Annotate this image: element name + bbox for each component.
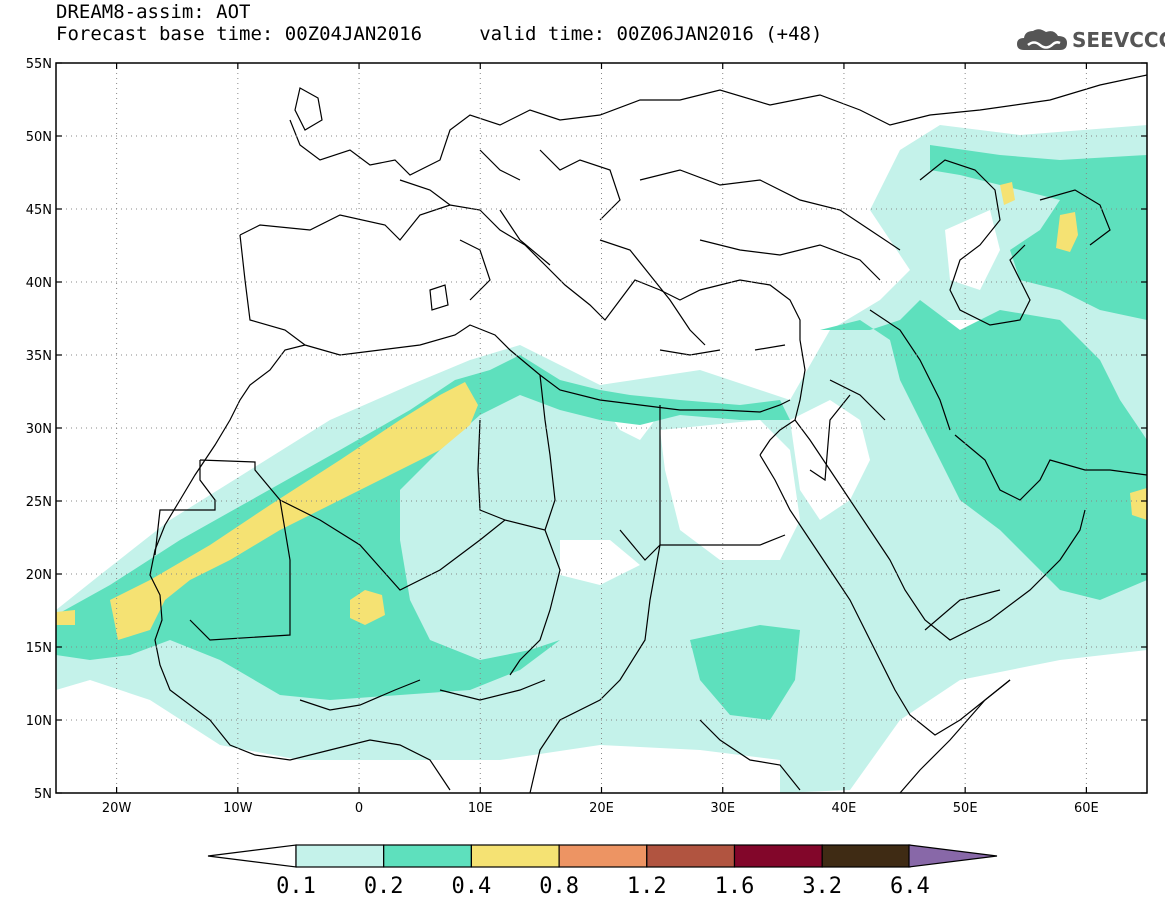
- lat-tick-label: 30N: [26, 422, 52, 437]
- colorbar-high-arrow: [908, 844, 998, 868]
- colorbar-label: 0.1: [276, 874, 316, 899]
- lon-tick-label: 50E: [953, 801, 978, 816]
- lon-tick-label: 10E: [468, 801, 493, 816]
- colorbar-low-arrow: [207, 844, 297, 868]
- lat-tick-label: 25N: [26, 495, 52, 510]
- lat-tick-label: 55N: [26, 57, 52, 72]
- logo-text: SEEVCCC: [1072, 28, 1165, 52]
- lat-tick-label: 40N: [26, 276, 52, 291]
- colorbar: 0.1 0.2 0.4 0.8 1.2 1.6 3.2 6.4: [207, 844, 998, 899]
- lat-tick-label: 45N: [26, 203, 52, 218]
- colorbar-swatch: [470, 844, 560, 868]
- lon-tick-label: 30E: [710, 801, 735, 816]
- lat-tick-label: 20N: [26, 568, 52, 583]
- lat-tick-label: 15N: [26, 641, 52, 656]
- colorbar-swatch: [383, 844, 473, 868]
- colorbar-swatch: [646, 844, 736, 868]
- lon-tick-label: 20W: [102, 801, 132, 816]
- lat-tick-label: 10N: [26, 714, 52, 729]
- lat-tick-label: 5N: [34, 787, 52, 802]
- lon-tick-label: 20E: [589, 801, 614, 816]
- map-title: DREAM8-assim: AOT: [56, 1, 251, 23]
- colorbar-swatch: [733, 844, 823, 868]
- colorbar-label: 0.8: [539, 874, 579, 899]
- seevccc-logo: SEEVCCC: [1016, 26, 1165, 54]
- cloud-logo-icon: [1017, 29, 1067, 50]
- aot-level-0-2: [56, 145, 1147, 720]
- graticule: [56, 63, 1147, 793]
- colorbar-swatch: [821, 844, 911, 868]
- colorbar-label: 3.2: [802, 874, 842, 899]
- map-axes: 55N 50N 45N 40N 35N 30N 25N 20N 15N 10N 5N 20W 10W 0 1…: [26, 57, 1147, 816]
- colorbar-swatch: [295, 844, 385, 868]
- lon-tick-label: 0: [355, 801, 363, 816]
- lon-tick-label: 40E: [832, 801, 857, 816]
- colorbar-label: 1.2: [627, 874, 667, 899]
- colorbar-swatch: [558, 844, 648, 868]
- lon-tick-label: 60E: [1074, 801, 1099, 816]
- lon-tick-label: 10W: [223, 801, 253, 816]
- colorbar-label: 0.4: [452, 874, 492, 899]
- aot-level-0-4: [56, 182, 1147, 640]
- colorbar-label: 6.4: [890, 874, 930, 899]
- lat-tick-label: 50N: [26, 130, 52, 145]
- colorbar-label: 1.6: [715, 874, 755, 899]
- lat-tick-label: 35N: [26, 349, 52, 364]
- coastlines-and-borders: [149, 74, 1147, 793]
- colorbar-label: 0.2: [364, 874, 404, 899]
- forecast-time-line: Forecast base time: 00Z04JAN2016 valid t…: [56, 23, 823, 45]
- aot-contour-fields: [56, 63, 1147, 793]
